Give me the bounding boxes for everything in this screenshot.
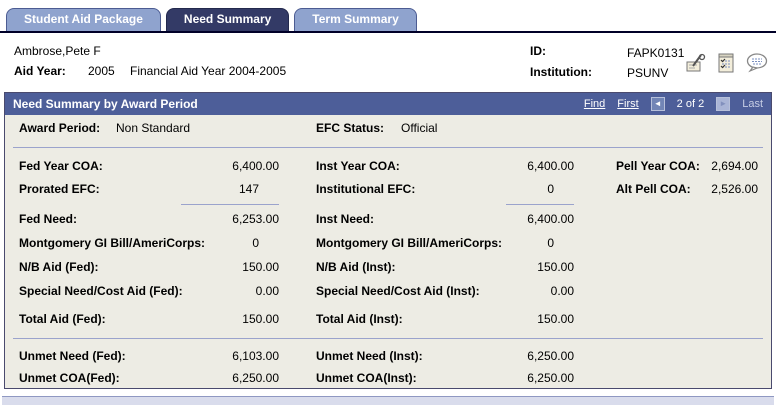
institutional-efc-value: 0 xyxy=(547,182,554,196)
table-row: Fed Year COA: 6,400.00 Inst Year COA: 6,… xyxy=(5,159,771,175)
total-aid-fed-label: Total Aid (Fed): xyxy=(19,312,106,326)
correspondence-icon[interactable] xyxy=(685,51,707,75)
aid-year-value: 2005 xyxy=(88,64,115,78)
montgomery-fed-value: 0 xyxy=(252,236,259,250)
total-aid-fed-value: 150.00 xyxy=(242,312,279,326)
montgomery-inst-label: Montgomery GI Bill/AmeriCorps: xyxy=(316,236,503,250)
prorated-efc-value: 147 xyxy=(238,182,259,196)
fed-need-value: 6,253.00 xyxy=(232,212,279,226)
tab-need-summary[interactable]: Need Summary xyxy=(165,8,290,31)
fed-year-coa-value: 6,400.00 xyxy=(232,159,279,173)
efc-status-value: Official xyxy=(401,121,438,135)
nb-aid-fed-label: N/B Aid (Fed): xyxy=(19,260,99,274)
id-value: FAPK0131 xyxy=(627,46,685,60)
unmet-coa-fed-label: Unmet COA(Fed): xyxy=(19,371,120,385)
subtotal-line xyxy=(506,204,574,205)
table-row: Total Aid (Fed): 150.00 Total Aid (Inst)… xyxy=(5,312,771,328)
inst-need-value: 6,400.00 xyxy=(527,212,574,226)
inst-year-coa-label: Inst Year COA: xyxy=(316,159,400,173)
award-period-label: Award Period: xyxy=(19,121,101,135)
special-aid-fed-label: Special Need/Cost Aid (Fed): xyxy=(19,284,183,298)
pell-year-coa-value: 2,694.00 xyxy=(711,159,758,173)
unmet-coa-inst-value: 6,250.00 xyxy=(527,371,574,385)
alt-pell-coa-value: 2,526.00 xyxy=(711,182,758,196)
unmet-coa-fed-value: 6,250.00 xyxy=(232,371,279,385)
institutional-efc-label: Institutional EFC: xyxy=(316,182,416,196)
find-link[interactable]: Find xyxy=(583,98,606,110)
special-aid-fed-value: 0.00 xyxy=(255,284,279,298)
comments-icon[interactable] xyxy=(745,51,769,75)
aid-year-label: Aid Year: xyxy=(14,64,66,78)
header-icon-toolbar xyxy=(685,51,769,75)
institution-label: Institution: xyxy=(530,65,592,79)
row-position-indicator: 2 of 2 xyxy=(676,98,705,110)
tab-term-summary[interactable]: Term Summary xyxy=(294,8,417,31)
subtotal-line xyxy=(181,204,279,205)
total-aid-inst-label: Total Aid (Inst): xyxy=(316,312,403,326)
inst-need-label: Inst Need: xyxy=(316,212,375,226)
student-name: Ambrose,Pete F xyxy=(14,44,101,58)
previous-row-icon[interactable]: ◄ xyxy=(650,97,665,111)
aid-year-description: Financial Aid Year 2004-2005 xyxy=(130,64,287,78)
tab-separator-line xyxy=(0,31,776,33)
unmet-need-fed-label: Unmet Need (Fed): xyxy=(19,349,126,363)
section-divider xyxy=(13,147,763,148)
table-row: Fed Need: 6,253.00 Inst Need: 6,400.00 xyxy=(5,212,771,228)
groupbox-header-bar: Need Summary by Award Period Find First … xyxy=(5,93,771,115)
montgomery-fed-label: Montgomery GI Bill/AmeriCorps: xyxy=(19,236,206,250)
tab-student-aid-package[interactable]: Student Aid Package xyxy=(6,8,161,31)
fed-need-label: Fed Need: xyxy=(19,212,78,226)
next-row-icon: ► xyxy=(716,97,731,111)
table-row: Unmet COA(Fed): 6,250.00 Unmet COA(Inst)… xyxy=(5,371,771,387)
unmet-need-fed-value: 6,103.00 xyxy=(232,349,279,363)
institution-value: PSUNV xyxy=(627,66,669,80)
record-navigation: Find First ◄ 2 of 2 ► Last xyxy=(584,93,763,115)
first-link[interactable]: First xyxy=(617,98,639,110)
table-row: Special Need/Cost Aid (Fed): 0.00 Specia… xyxy=(5,284,771,300)
table-row: N/B Aid (Fed): 150.00 N/B Aid (Inst): 15… xyxy=(5,260,771,276)
id-label: ID: xyxy=(530,44,546,58)
fed-year-coa-label: Fed Year COA: xyxy=(19,159,103,173)
groupbox-title: Need Summary by Award Period xyxy=(13,97,198,111)
nb-aid-fed-value: 150.00 xyxy=(242,260,279,274)
section-divider xyxy=(13,338,763,339)
section-divider-bar xyxy=(2,396,774,405)
prorated-efc-label: Prorated EFC: xyxy=(19,182,100,196)
special-aid-inst-label: Special Need/Cost Aid (Inst): xyxy=(316,284,480,298)
unmet-coa-inst-label: Unmet COA(Inst): xyxy=(316,371,417,385)
table-row: Unmet Need (Fed): 6,103.00 Unmet Need (I… xyxy=(5,349,771,365)
table-row: Montgomery GI Bill/AmeriCorps: 0 Montgom… xyxy=(5,236,771,252)
alt-pell-coa-label: Alt Pell COA: xyxy=(616,182,691,196)
montgomery-inst-value: 0 xyxy=(547,236,554,250)
notes-checklist-icon[interactable] xyxy=(715,51,737,75)
pell-year-coa-label: Pell Year COA: xyxy=(616,159,700,173)
table-row: Prorated EFC: 147 Institutional EFC: 0 A… xyxy=(5,182,771,198)
award-period-row: Award Period: Non Standard EFC Status: O… xyxy=(5,121,771,137)
nb-aid-inst-label: N/B Aid (Inst): xyxy=(316,260,396,274)
efc-status-label: EFC Status: xyxy=(316,121,385,135)
unmet-need-inst-value: 6,250.00 xyxy=(527,349,574,363)
need-summary-groupbox: Need Summary by Award Period Find First … xyxy=(4,92,772,389)
unmet-need-inst-label: Unmet Need (Inst): xyxy=(316,349,423,363)
inst-year-coa-value: 6,400.00 xyxy=(527,159,574,173)
nb-aid-inst-value: 150.00 xyxy=(537,260,574,274)
total-aid-inst-value: 150.00 xyxy=(537,312,574,326)
last-link: Last xyxy=(742,98,763,110)
award-period-value: Non Standard xyxy=(116,121,191,135)
special-aid-inst-value: 0.00 xyxy=(550,284,574,298)
page-tabs: Student Aid Package Need Summary Term Su… xyxy=(6,8,417,31)
